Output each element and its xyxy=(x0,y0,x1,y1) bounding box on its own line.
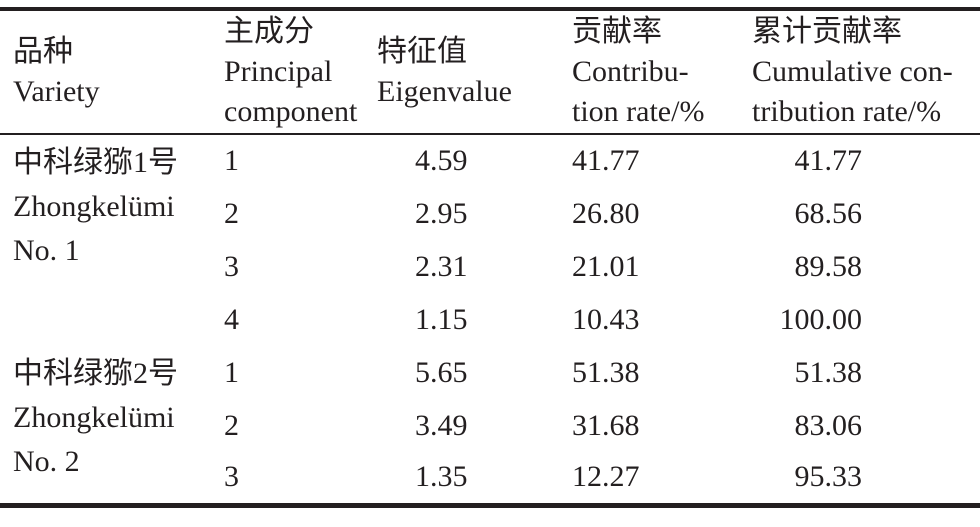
table-row: 中科绿猕1号 Zhongkelümi No. 1 1 4.59 41.77 41… xyxy=(0,134,980,267)
col-header-variety-en: Variety xyxy=(13,75,100,108)
col-header-principal-component: 主成分 Principal component xyxy=(224,9,377,135)
variety-cell-1: 中科绿猕1号 Zhongkelümi No. 1 xyxy=(0,134,224,346)
contribution-cell: 31.68 xyxy=(572,408,640,442)
col-header-contribution-rate-zh: 贡献率 xyxy=(572,15,662,48)
col-header-principal-component-en1: Principal xyxy=(224,55,333,88)
variety-zh: 中科绿猕1号 xyxy=(13,146,178,179)
pc-cell: 4 xyxy=(224,302,239,336)
col-header-variety-zh: 品种 xyxy=(13,35,73,68)
col-header-cumulative-contribution-rate-zh: 累计贡献率 xyxy=(752,15,902,48)
pc-cell: 2 xyxy=(224,196,239,230)
header-row: 品种 Variety 主成分 Principal component 特征值 E… xyxy=(0,9,980,135)
col-header-cumulative-contribution-rate-en2: tribution rate/% xyxy=(752,95,942,128)
pc-cell: 1 xyxy=(224,144,239,177)
contribution-cell: 41.77 xyxy=(572,144,640,177)
eigenvalue-cell: 5.65 xyxy=(415,355,468,389)
col-header-eigenvalue-zh: 特征值 xyxy=(377,35,467,68)
col-header-variety: 品种 Variety xyxy=(0,9,224,135)
cumulative-cell: 68.56 xyxy=(752,187,980,240)
col-header-eigenvalue-en: Eigenvalue xyxy=(377,75,512,108)
cumulative-cell: 89.58 xyxy=(752,240,980,293)
col-header-contribution-rate-en2: tion rate/% xyxy=(572,95,705,128)
table-row: 3 2.31 21.01 89.58 xyxy=(0,240,980,293)
cumulative-value: 89.58 xyxy=(794,249,863,283)
pc-cell: 3 xyxy=(224,460,239,494)
cumulative-cell: 83.06 xyxy=(752,399,980,452)
eigenvalue-cell: 1.15 xyxy=(415,302,468,336)
col-header-eigenvalue: 特征值 Eigenvalue xyxy=(377,9,572,135)
col-header-principal-component-zh: 主成分 xyxy=(224,15,314,48)
table-header: 品种 Variety 主成分 Principal component 特征值 E… xyxy=(0,9,980,135)
variety-cell-2: 中科绿猕2号 Zhongkelümi No. 2 xyxy=(0,346,224,505)
cumulative-cell: 95.33 xyxy=(752,452,980,505)
contribution-cell: 12.27 xyxy=(572,460,640,494)
table-body: 中科绿猕1号 Zhongkelümi No. 1 1 4.59 41.77 41… xyxy=(0,134,980,505)
table-row: 2 3.49 31.68 83.06 xyxy=(0,399,980,452)
contribution-cell: 51.38 xyxy=(572,355,640,389)
variety-en2: No. 2 xyxy=(13,445,80,478)
contribution-cell: 10.43 xyxy=(572,302,640,336)
cumulative-value: 68.56 xyxy=(794,196,863,230)
variety-en1: Zhongkelümi xyxy=(13,401,175,434)
variety-en1: Zhongkelümi xyxy=(13,190,175,223)
pca-results-table: 品种 Variety 主成分 Principal component 特征值 E… xyxy=(0,7,980,508)
table-row: 2 2.95 26.80 68.56 xyxy=(0,187,980,240)
cumulative-value: 41.77 xyxy=(794,144,863,177)
cumulative-value: 95.33 xyxy=(794,460,863,494)
col-header-contribution-rate-en1: Contribu- xyxy=(572,55,689,88)
col-header-principal-component-en2: component xyxy=(224,95,358,128)
eigenvalue-cell: 1.35 xyxy=(415,460,468,494)
variety-en2: No. 1 xyxy=(13,234,80,267)
pc-cell: 3 xyxy=(224,249,239,283)
table-row: 4 1.15 10.43 100.00 xyxy=(0,293,980,346)
cumulative-cell: 41.77 xyxy=(752,134,980,187)
col-header-cumulative-contribution-rate-en1: Cumulative con- xyxy=(752,55,953,88)
table-row: 3 1.35 12.27 95.33 xyxy=(0,452,980,505)
variety-zh: 中科绿猕2号 xyxy=(13,357,178,390)
col-header-contribution-rate: 贡献率 Contribu- tion rate/% xyxy=(572,9,752,135)
cumulative-value: 100.00 xyxy=(779,302,863,336)
eigenvalue-cell: 2.31 xyxy=(415,249,468,283)
cumulative-value: 83.06 xyxy=(794,408,863,442)
contribution-cell: 21.01 xyxy=(572,249,640,283)
cumulative-value: 51.38 xyxy=(794,355,863,389)
eigenvalue-cell: 3.49 xyxy=(415,408,468,442)
col-header-cumulative-contribution-rate: 累计贡献率 Cumulative con- tribution rate/% xyxy=(752,9,980,135)
eigenvalue-cell: 4.59 xyxy=(415,144,468,177)
cumulative-cell: 100.00 xyxy=(752,293,980,346)
table-row: 中科绿猕2号 Zhongkelümi No. 2 1 5.65 51.38 51… xyxy=(0,346,980,479)
pc-cell: 2 xyxy=(224,408,239,442)
eigenvalue-cell: 2.95 xyxy=(415,196,468,230)
contribution-cell: 26.80 xyxy=(572,196,640,230)
pc-cell: 1 xyxy=(224,355,239,389)
cumulative-cell: 51.38 xyxy=(752,346,980,399)
